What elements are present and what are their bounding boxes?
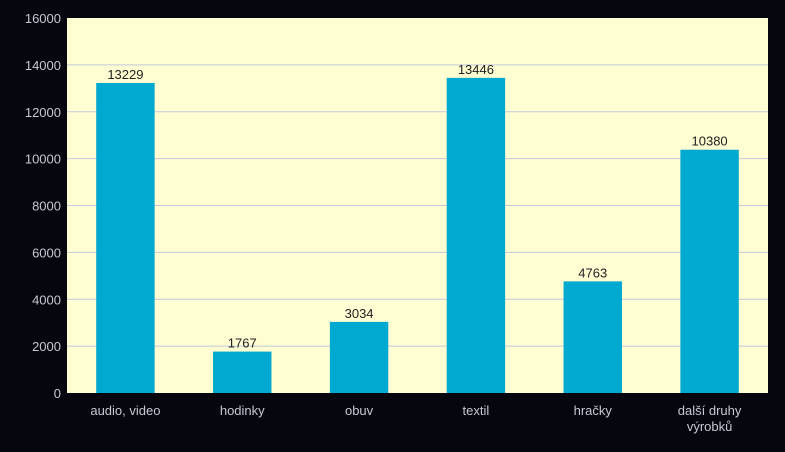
y-tick-label: 10000 [25,152,61,167]
data-label: 3034 [345,306,374,321]
x-category-label: další druhy [678,403,742,418]
bar [446,77,506,393]
x-category-label: hračky [574,403,613,418]
y-tick-label: 14000 [25,58,61,73]
data-label: 13446 [458,62,494,77]
data-label: 4763 [578,265,607,280]
bar [213,351,272,393]
data-label: 13229 [107,67,143,82]
data-label: 1767 [228,336,257,351]
x-category-label: audio, video [90,403,160,418]
x-category-label: hodinky [220,403,265,418]
y-axis-tick-labels: 0 2000 4000 6000 8000 10000 12000 14000 16000 [25,11,61,401]
x-category-label: výrobků [687,419,733,434]
bars [96,77,739,393]
x-axis-category-labels: audio, video hodinky obuv textil hračky další… [90,403,742,434]
x-category-label: textil [463,403,490,418]
x-category-label: obuv [345,403,374,418]
gridlines [67,64,768,347]
bar [329,321,389,393]
y-tick-label: 12000 [25,105,61,120]
data-label: 10380 [692,134,728,149]
bar [563,281,622,393]
bar [680,149,739,393]
y-tick-label: 8000 [32,199,61,214]
data-labels: 13229 1767 3034 13446 4763 10380 [107,62,727,351]
bar [96,82,155,393]
y-tick-label: 0 [54,386,61,401]
y-tick-label: 16000 [25,11,61,26]
y-tick-label: 4000 [32,292,61,307]
y-tick-label: 6000 [32,245,61,260]
y-tick-label: 2000 [32,339,61,354]
